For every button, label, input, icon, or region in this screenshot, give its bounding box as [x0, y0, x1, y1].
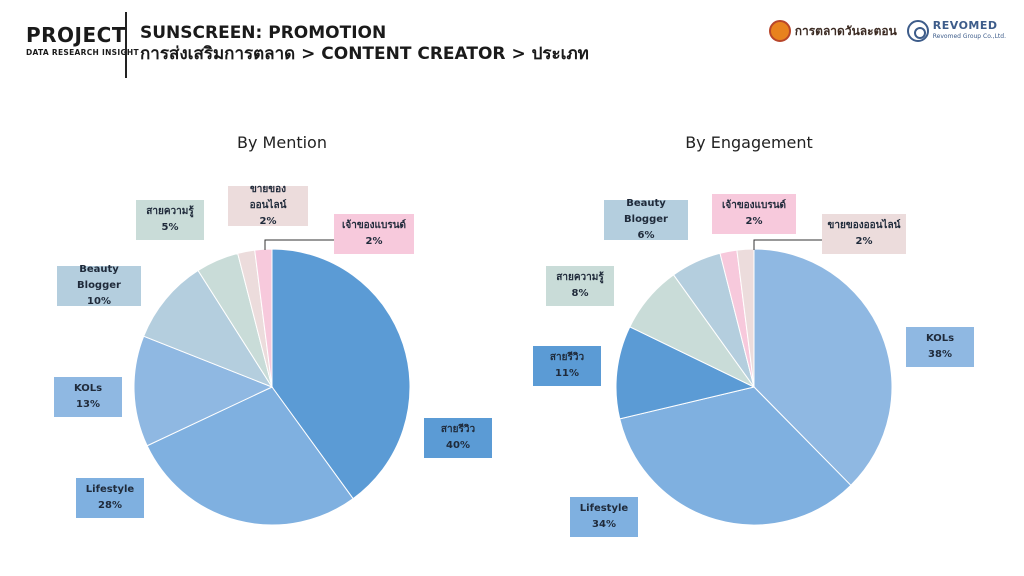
slice-label-value: 13% — [76, 399, 100, 410]
slice-label: สายรีวิว 11% — [533, 346, 601, 386]
slice-label: KOLs 38% — [906, 327, 974, 367]
revomed-logo-tagline: Revomed Group Co.,Ltd. — [932, 33, 1006, 40]
slice-label: ขายของออนไลน์ 2% — [228, 184, 308, 227]
pie-slice — [143, 269, 274, 389]
header-divider — [125, 12, 127, 78]
slice-label-name: Lifestyle — [579, 503, 629, 514]
slice-label-value: 11% — [555, 368, 579, 379]
pie-slice — [615, 326, 756, 420]
slice-label: สายความรู้ 5% — [136, 200, 204, 240]
slice-label: ขายของออนไลน์ 2% — [822, 214, 906, 254]
slice-label-value: 38% — [928, 349, 952, 360]
slice-label-value: 34% — [592, 519, 616, 530]
page-subtitle: การส่งเสริมการตลาด > CONTENT CREATOR > ป… — [140, 44, 589, 64]
slice-label-name: สายความรู้ — [146, 206, 194, 217]
slice-label-name: ขายของออนไลน์ — [249, 184, 287, 211]
page-title-block: SUNSCREEN: PROMOTION การส่งเสริมการตลาด … — [140, 23, 589, 65]
slice-label-value: 5% — [161, 222, 179, 233]
slice-label-name: เจ้าของแบรนด์ — [341, 220, 407, 231]
slice-label-name: KOLs — [925, 333, 955, 344]
slice-label-name: KOLs — [73, 383, 103, 394]
brand-title: PROJECT — [26, 23, 126, 47]
slice-label: Lifestyle 28% — [76, 478, 144, 518]
slice-label: Beauty Blogger 6% — [604, 198, 688, 241]
slice-label: เจ้าของแบรนด์ 2% — [712, 194, 796, 234]
slice-label-value: 10% — [87, 296, 111, 307]
slice-label-value: 2% — [365, 236, 383, 247]
slice-label-name: Lifestyle — [85, 484, 135, 495]
slice-label-value: 28% — [98, 500, 122, 511]
leader-line — [753, 239, 822, 250]
pie-slice — [254, 248, 273, 388]
logo-kartalad: การตลาดวันละตอน — [768, 20, 897, 42]
slice-label-name: Beauty Blogger — [77, 264, 121, 291]
slice-label-value: 2% — [745, 216, 763, 227]
kartalad-logo-text: การตลาดวันละตอน — [794, 23, 897, 38]
slice-label-value: 2% — [259, 216, 277, 227]
pie-slice — [619, 386, 852, 526]
revomed-logo-icon — [906, 20, 929, 42]
slice-label: สายความรู้ 8% — [546, 266, 614, 306]
pie-slice — [753, 248, 893, 487]
brand-block: PROJECT DATA RESEARCH INSIGHT — [26, 24, 139, 57]
pie-slice — [133, 335, 274, 447]
revomed-logo-name: REVOMED — [932, 19, 998, 32]
pie-slice — [146, 386, 354, 526]
slice-label-value: 40% — [446, 440, 470, 451]
slice-label-name: สายความรู้ — [556, 272, 604, 283]
partner-logos: การตลาดวันละตอน REVOMED Revomed Group Co… — [768, 19, 1006, 42]
leader-line — [264, 239, 334, 250]
slice-label-name: สายรีวิว — [549, 352, 585, 363]
slice-label: เจ้าของแบรนด์ 2% — [334, 214, 414, 254]
pie-slice — [271, 248, 411, 500]
slice-label-name: เจ้าของแบรนด์ — [721, 200, 787, 211]
chart-title-engagement: By Engagement — [685, 133, 813, 152]
slice-label-value: 6% — [637, 230, 655, 241]
slice-label: Lifestyle 34% — [570, 497, 638, 537]
slice-label: Beauty Blogger 10% — [57, 264, 141, 307]
chart-title-mention: By Mention — [237, 133, 327, 152]
brand-subtitle: DATA RESEARCH INSIGHT — [26, 48, 139, 57]
slice-label-name: Beauty Blogger — [624, 198, 668, 225]
slice-label-value: 2% — [855, 236, 873, 247]
slice-label-name: ขายของออนไลน์ — [827, 220, 901, 231]
slice-label-name: สายรีวิว — [440, 424, 476, 435]
logo-revomed: REVOMED Revomed Group Co.,Ltd. — [906, 19, 1006, 42]
slice-label-value: 8% — [571, 288, 589, 299]
kartalad-logo-icon — [768, 20, 791, 42]
page-title: SUNSCREEN: PROMOTION — [140, 23, 387, 43]
slice-label: สายรีวิว 40% — [424, 418, 492, 458]
slice-label: KOLs 13% — [54, 377, 122, 417]
